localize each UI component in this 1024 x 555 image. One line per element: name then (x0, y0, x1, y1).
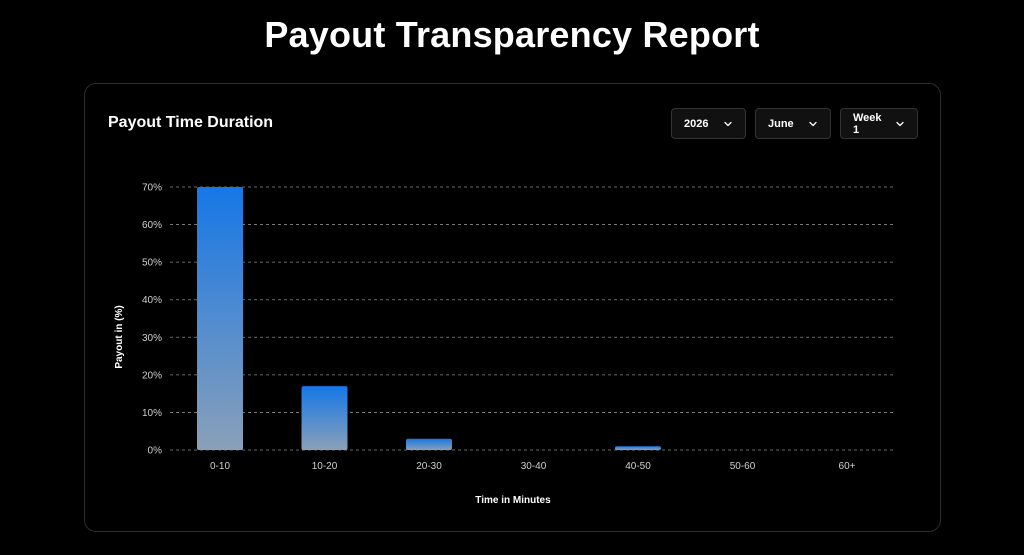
x-tick-label: 60+ (839, 461, 856, 472)
bar-0-10[interactable] (197, 187, 243, 450)
year-select[interactable]: 2026 (671, 108, 746, 139)
month-select-value: June (768, 117, 794, 130)
x-tick-label: 20-30 (416, 461, 442, 472)
y-axis-ticks: 0% 10% 20% 30% 40% 50% 60% 70% (142, 183, 162, 457)
x-axis-title: Time in Minutes (475, 495, 551, 506)
card-title: Payout Time Duration (108, 114, 274, 131)
bar-20-30[interactable] (406, 438, 452, 450)
year-select-value: 2026 (684, 117, 709, 130)
x-axis-ticks: 0-10 10-20 20-30 30-40 40-50 50-60 60+ (210, 461, 856, 472)
y-axis-title: Payout in (%) (114, 305, 125, 368)
y-tick-label: 60% (142, 220, 162, 231)
y-tick-label: 20% (142, 370, 162, 381)
x-tick-label: 40-50 (625, 461, 651, 472)
bars (197, 187, 661, 450)
payout-duration-card: Payout Time Duration 2026 June Week 1 (84, 83, 941, 532)
y-tick-label: 70% (142, 183, 162, 194)
x-tick-label: 10-20 (312, 461, 338, 472)
chevron-down-icon (724, 121, 732, 126)
x-tick-label: 50-60 (730, 461, 756, 472)
month-select[interactable]: June (755, 108, 831, 139)
bar-40-50[interactable] (615, 446, 661, 450)
y-tick-label: 10% (142, 408, 162, 419)
y-tick-label: 50% (142, 258, 162, 269)
y-tick-label: 0% (148, 446, 163, 457)
y-tick-label: 40% (142, 295, 162, 306)
grid-lines (170, 186, 895, 451)
x-tick-label: 30-40 (521, 461, 547, 472)
bar-10-20[interactable] (301, 386, 348, 450)
week-select-value: Week 1 (853, 111, 882, 136)
chevron-down-icon (809, 121, 817, 126)
chevron-down-icon (896, 121, 904, 126)
y-tick-label: 30% (142, 333, 162, 344)
week-select[interactable]: Week 1 (840, 108, 918, 139)
payout-bar-chart: 0% 10% 20% 30% 40% 50% 60% 70% 0-10 10-20 20-30 30… (114, 183, 895, 506)
x-tick-label: 0-10 (210, 461, 230, 472)
page-title: Payout Transparency Report (264, 14, 760, 55)
